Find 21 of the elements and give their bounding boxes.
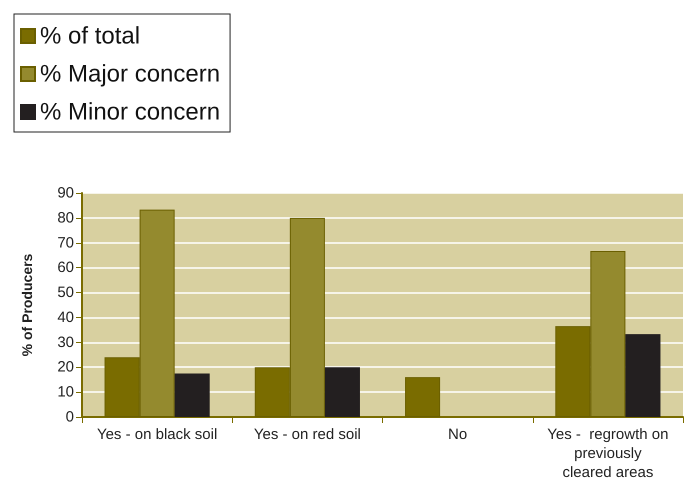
y-tick-label: 50 xyxy=(57,284,74,302)
y-tick-label: 0 xyxy=(66,408,74,426)
bar xyxy=(174,373,210,417)
y-tick-label: 90 xyxy=(57,184,74,202)
y-tick-label: 80 xyxy=(57,209,74,226)
legend-label: % of total xyxy=(40,22,140,50)
y-tick-label: 10 xyxy=(57,384,74,401)
x-tick-label: Yes - regrowth on previously cleared areas xyxy=(547,426,668,481)
legend-label: % Major concern xyxy=(40,60,220,88)
y-tick-label: 30 xyxy=(57,334,74,351)
y-tick-label: 40 xyxy=(57,308,74,326)
x-tick-label: Yes - on black soil xyxy=(96,426,218,443)
bar xyxy=(625,334,660,417)
legend-label: % Minor concern xyxy=(40,98,220,126)
y-tick-label: 20 xyxy=(57,358,74,376)
x-tick-label: Yes - on red soil xyxy=(254,426,361,443)
y-tick-label: 60 xyxy=(57,259,74,276)
y-tick-label: 70 xyxy=(57,234,74,252)
y-axis-title: % of Producers xyxy=(19,253,35,356)
x-tick-label: No xyxy=(448,426,468,443)
bar xyxy=(324,367,360,417)
